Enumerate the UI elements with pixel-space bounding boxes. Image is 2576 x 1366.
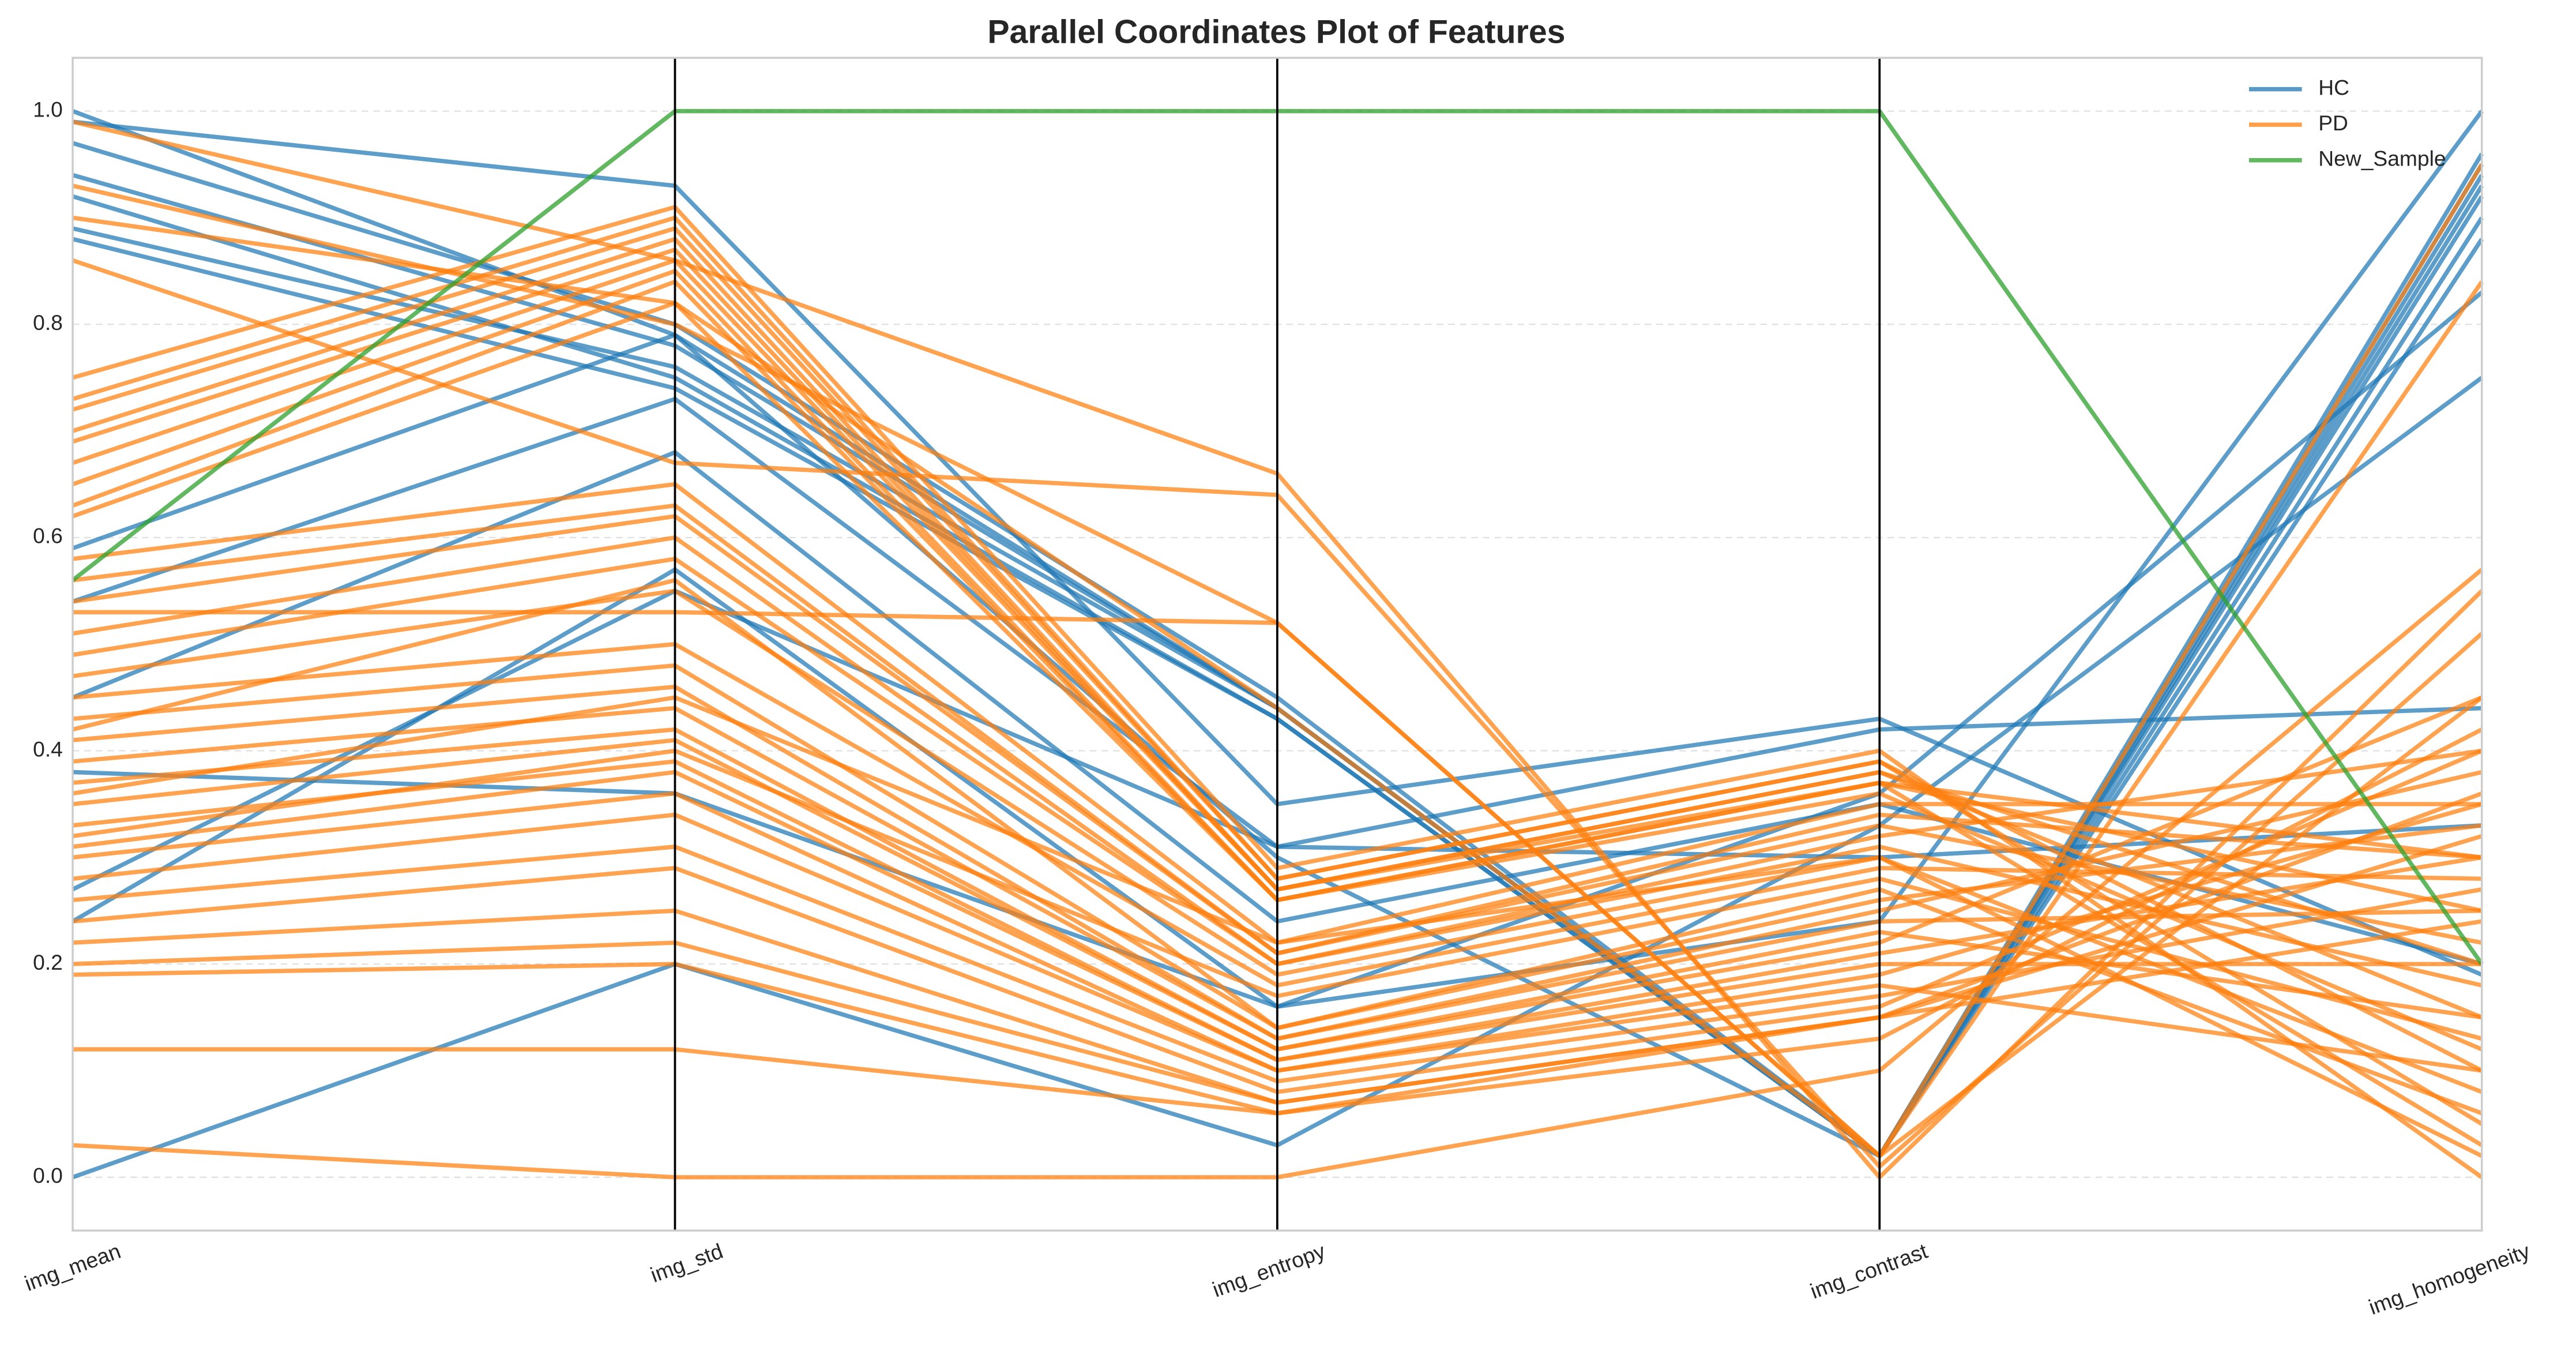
chart-title: Parallel Coordinates Plot of Features bbox=[987, 13, 1565, 50]
legend-label: HC bbox=[2318, 75, 2349, 99]
y-tick-label: 0.0 bbox=[33, 1164, 63, 1188]
y-tick-label: 0.8 bbox=[33, 310, 63, 335]
legend-label: New_Sample bbox=[2318, 147, 2446, 171]
legend: HC PD New_Sample bbox=[2248, 75, 2446, 171]
y-tick-label: 0.6 bbox=[33, 524, 63, 548]
y-tick-label: 1.0 bbox=[33, 97, 63, 121]
legend-label: PD bbox=[2318, 111, 2348, 135]
y-tick-label: 0.2 bbox=[33, 950, 63, 974]
y-tick-label: 0.4 bbox=[33, 737, 63, 761]
plot-frame bbox=[72, 57, 2483, 1232]
